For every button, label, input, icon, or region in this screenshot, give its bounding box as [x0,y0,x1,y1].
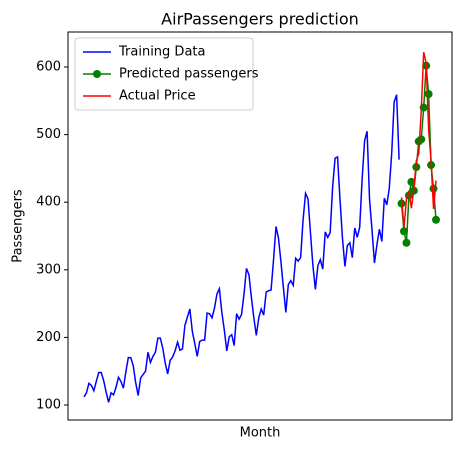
y-tick-label: 300 [36,262,61,277]
y-tick-label: 100 [36,397,61,412]
point-marker [402,238,411,247]
series-line [400,51,437,228]
point-marker [432,215,440,224]
legend-label: Predicted passengers [119,67,259,82]
legend-box [74,37,254,111]
y-tick-label: 500 [36,127,61,142]
chart-title: AirPassengers prediction [161,10,359,29]
point-marker [424,90,433,99]
y-axis-label: Passengers [11,189,26,263]
y-tick-label: 400 [36,195,61,210]
plot-frame [67,31,453,421]
point-marker [429,184,438,193]
y-tick-label: 200 [36,330,61,345]
legend-label: Training Data [118,45,205,60]
legend-label: Actual Price [119,89,196,104]
y-tick-label: 600 [36,60,61,75]
point-marker [400,227,408,236]
x-axis-label: Month [240,426,281,441]
series-line [83,94,400,403]
point-marker [407,177,416,186]
legend-marker [93,70,101,78]
point-marker [417,135,426,144]
